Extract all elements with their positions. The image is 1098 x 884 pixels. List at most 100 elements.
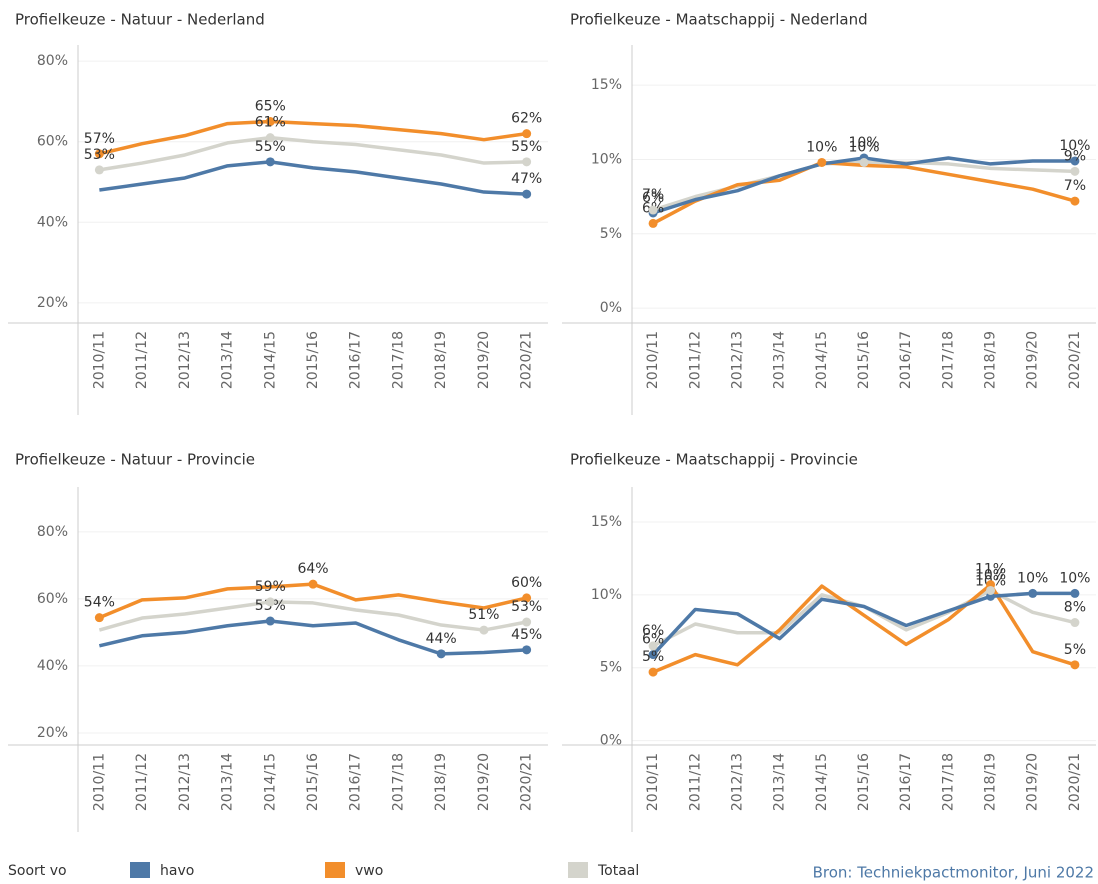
- point: [265, 117, 275, 127]
- point: [859, 157, 869, 167]
- x-tick-label: 2013/14: [772, 753, 788, 811]
- data-label: 51%: [468, 607, 499, 623]
- x-tick-label: 2017/18: [390, 753, 406, 811]
- x-tick-label: 2020/21: [1067, 331, 1083, 389]
- x-tick-label: 2019/20: [1025, 753, 1041, 811]
- x-tick-label: 2018/19: [983, 331, 999, 389]
- y-tick-label: 80%: [37, 524, 68, 540]
- x-tick-label: 2014/15: [814, 331, 830, 389]
- x-tick-label: 2014/15: [262, 331, 278, 389]
- series-line: [98, 619, 527, 656]
- x-tick-label: 2017/18: [940, 331, 956, 389]
- x-tick-label: 2012/13: [177, 753, 193, 811]
- point: [265, 616, 275, 626]
- point: [1028, 588, 1038, 598]
- x-tick-label: 2017/18: [390, 331, 406, 389]
- point: [94, 165, 104, 175]
- legend-swatch: [568, 862, 588, 878]
- point: [1070, 166, 1080, 176]
- x-tick-label: 2018/19: [983, 753, 999, 811]
- data-label: 9%: [1064, 148, 1086, 164]
- y-tick-label: 10%: [591, 151, 622, 167]
- data-label: 53%: [511, 599, 542, 615]
- point: [94, 149, 104, 159]
- legend-label: Totaal: [597, 863, 639, 879]
- x-tick-label: 2020/21: [1067, 753, 1083, 811]
- series-line: [99, 160, 527, 196]
- x-tick-label: 2013/14: [772, 331, 788, 389]
- data-label: 53%: [84, 147, 115, 163]
- data-label: 10%: [806, 139, 837, 155]
- x-tick-label: 2012/13: [729, 753, 745, 811]
- legend-label: havo: [160, 863, 194, 879]
- x-tick-label: 2015/16: [856, 331, 872, 389]
- x-tick-label: 2013/14: [220, 753, 236, 811]
- point: [265, 157, 275, 167]
- data-label: 6%: [642, 632, 664, 648]
- y-tick-label: 60%: [37, 134, 68, 150]
- y-tick-label: 40%: [37, 214, 68, 230]
- point: [1070, 660, 1080, 670]
- x-tick-label: 2019/20: [476, 331, 492, 389]
- chart-title: Profielkeuze - Natuur - Provincie: [15, 451, 255, 469]
- data-label: 59%: [255, 579, 286, 595]
- x-tick-label: 2010/11: [645, 753, 661, 811]
- x-tick-label: 2013/14: [220, 331, 236, 389]
- y-tick-label: 5%: [600, 226, 622, 242]
- point: [648, 667, 658, 677]
- point: [265, 597, 275, 607]
- series-line: [651, 591, 1075, 656]
- data-label: 62%: [511, 111, 542, 127]
- y-tick-label: 0%: [600, 733, 622, 749]
- y-tick-label: 15%: [591, 514, 622, 530]
- data-label: 64%: [297, 561, 328, 577]
- point: [436, 649, 446, 659]
- x-tick-label: 2010/11: [91, 331, 107, 389]
- x-tick-label: 2010/11: [91, 753, 107, 811]
- data-label: 5%: [1064, 642, 1086, 658]
- x-tick-label: 2019/20: [1025, 331, 1041, 389]
- point: [986, 585, 996, 595]
- data-label: 57%: [84, 131, 115, 147]
- x-tick-label: 2016/17: [348, 753, 364, 811]
- series-line: [98, 119, 527, 156]
- x-tick-label: 2016/17: [898, 753, 914, 811]
- point: [648, 218, 658, 228]
- x-tick-label: 2014/15: [814, 753, 830, 811]
- data-label: 10%: [848, 139, 879, 155]
- legend-label: vwo: [355, 863, 383, 879]
- chart-title: Profielkeuze - Natuur - Nederland: [15, 11, 265, 29]
- data-label: 7%: [642, 187, 664, 203]
- data-label: 10%: [975, 567, 1006, 583]
- y-tick-label: 0%: [600, 300, 622, 316]
- data-label: 55%: [255, 139, 286, 155]
- point: [1070, 618, 1080, 628]
- x-tick-label: 2016/17: [898, 331, 914, 389]
- data-label: 55%: [511, 139, 542, 155]
- y-tick-label: 80%: [37, 53, 68, 69]
- y-tick-label: 10%: [591, 587, 622, 603]
- data-label: 10%: [1017, 570, 1048, 586]
- point: [522, 157, 532, 167]
- point: [522, 617, 532, 627]
- x-tick-label: 2011/12: [687, 753, 703, 811]
- x-tick-label: 2011/12: [134, 753, 150, 811]
- x-tick-label: 2015/16: [305, 331, 321, 389]
- series-line: [98, 600, 527, 632]
- x-tick-label: 2020/21: [519, 331, 535, 389]
- point: [522, 189, 532, 199]
- point: [522, 645, 532, 655]
- x-tick-label: 2012/13: [177, 331, 193, 389]
- x-tick-label: 2017/18: [940, 753, 956, 811]
- x-tick-label: 2010/11: [645, 331, 661, 389]
- legend-swatch: [130, 862, 150, 878]
- data-label: 61%: [255, 115, 286, 131]
- data-label: 45%: [511, 627, 542, 643]
- legend-title: Soort vo: [8, 863, 67, 879]
- x-tick-label: 2018/19: [433, 331, 449, 389]
- data-label: 10%: [1059, 138, 1090, 154]
- data-label: 7%: [1064, 178, 1086, 194]
- point: [1070, 156, 1080, 166]
- data-label: 54%: [84, 595, 115, 611]
